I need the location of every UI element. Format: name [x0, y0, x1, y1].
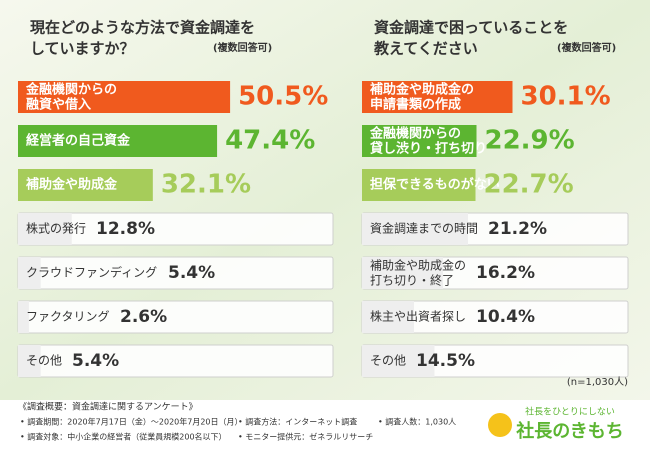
category-label: 担保できるものがない	[370, 177, 500, 193]
category-label: 補助金や助成金の打ち切り・終了	[370, 257, 466, 287]
bar	[18, 345, 41, 377]
bar	[18, 301, 29, 333]
chart-subtitle: (複数回答可)	[557, 41, 616, 54]
value-label: 30.1%	[521, 82, 611, 112]
category-label: クラウドファンディング	[26, 265, 157, 280]
category-label: その他	[370, 354, 406, 368]
value-label: 50.5%	[238, 82, 328, 112]
chart-title: 資金調達で困っていることを教えてください	[373, 18, 568, 57]
chart-subtitle: (複数回答可)	[213, 41, 272, 54]
value-label: 5.4%	[72, 351, 119, 371]
value-label: 21.2%	[488, 219, 547, 239]
value-label: 5.4%	[168, 263, 215, 283]
value-label: 32.1%	[161, 170, 251, 200]
footer-item: • 調査方法：インターネット調査	[238, 417, 357, 427]
category-label: 金融機関からの融資や借入	[25, 81, 117, 112]
value-label: 10.4%	[476, 307, 535, 327]
category-label: その他	[26, 354, 62, 368]
logo-name: 社長のきもち	[516, 420, 623, 442]
category-label: 経営者の自己資金	[26, 133, 131, 149]
footer-band	[0, 400, 650, 450]
note: (n=1,030人)	[567, 376, 628, 388]
category-label: 補助金や助成金の申請書類の作成	[369, 81, 474, 112]
bar	[362, 81, 513, 113]
bar	[362, 169, 476, 201]
bar	[362, 213, 468, 245]
bar	[18, 169, 153, 201]
category-label: 株式の発行	[26, 221, 86, 236]
value-label: 12.8%	[96, 219, 155, 239]
bar	[18, 125, 218, 157]
footer-heading: 《調査概要：資金調達に関するアンケート》	[18, 401, 198, 413]
category-label: 補助金や助成金	[25, 177, 118, 193]
bar	[362, 125, 477, 157]
category-label: ファクタリング	[26, 310, 110, 324]
footer-item: • 調査期間：2020年7月17日（金）〜2020年7月20日（月）	[20, 417, 243, 427]
value-label: 22.9%	[485, 126, 575, 156]
value-label: 22.7%	[484, 170, 574, 200]
bar	[18, 257, 41, 289]
bar	[362, 257, 443, 289]
footer-item: • モニター提供元：ゼネラルリサーチ	[238, 432, 373, 442]
bar	[362, 345, 435, 377]
category-label: 資金調達までの時間	[370, 221, 478, 236]
chart-title: 現在どのような方法で資金調達をしていますか？	[30, 18, 255, 57]
bar	[18, 81, 231, 113]
footer-item: • 調査対象：中小企業の経営者（従業員規模200名以下）	[20, 432, 227, 442]
category-label: 株主や出資者探し	[370, 309, 466, 324]
value-label: 2.6%	[120, 307, 167, 327]
logo-tagline: 社長をひとりにしない	[525, 406, 615, 418]
row-box	[17, 344, 334, 378]
footer-item: • 調査人数：1,030人	[378, 417, 456, 427]
category-label: 金融機関からの貸し渋り・打ち切り	[369, 125, 487, 156]
value-label: 14.5%	[416, 351, 475, 371]
value-label: 16.2%	[476, 263, 535, 283]
bar	[18, 213, 72, 245]
value-label: 47.4%	[225, 126, 315, 156]
logo-icon	[488, 413, 512, 437]
bar	[362, 301, 414, 333]
